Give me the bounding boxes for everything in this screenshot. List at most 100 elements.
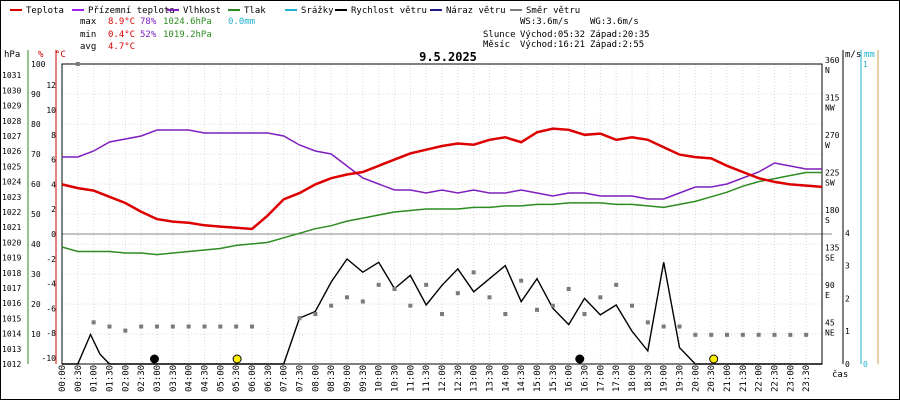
event-marker bbox=[709, 354, 719, 364]
wind-dir-point bbox=[360, 299, 365, 304]
time-tick-label: 12:00 bbox=[438, 365, 448, 392]
pressure-tick-label: 1015 bbox=[2, 314, 21, 323]
wind-dir-point bbox=[709, 332, 714, 337]
legend-label-6: Náraz větru bbox=[446, 6, 506, 16]
time-tick-label: 03:00 bbox=[153, 365, 163, 392]
moon-rise: Východ:16:21 bbox=[520, 40, 585, 50]
humidity-tick-label: 40 bbox=[31, 240, 41, 249]
humidity-tick-label: 20 bbox=[31, 300, 41, 309]
series-humidity-line bbox=[62, 129, 822, 200]
time-tick-label: 11:30 bbox=[422, 365, 432, 392]
pressure-tick-label: 1030 bbox=[2, 86, 21, 95]
pressure-tick-label: 1012 bbox=[2, 360, 21, 369]
wind-dir-point bbox=[186, 324, 191, 329]
temperature-tick-label: -8 bbox=[46, 329, 56, 338]
humidity-tick-label: 100 bbox=[31, 60, 46, 69]
wind-dir-point bbox=[218, 324, 223, 329]
wind-dir-point bbox=[250, 324, 254, 329]
wind-dir-point bbox=[503, 312, 508, 316]
humidity-tick-label: 10 bbox=[31, 330, 41, 339]
time-tick-label: 00:30 bbox=[74, 365, 84, 392]
series-temperature-line bbox=[61, 127, 823, 231]
wind-dir-point bbox=[550, 303, 555, 308]
stat-max-label: max bbox=[80, 17, 97, 27]
temperature-tick-label: 0 bbox=[51, 230, 56, 239]
time-tick-label: 15:30 bbox=[549, 365, 559, 392]
time-tick-label: 10:00 bbox=[375, 365, 385, 392]
time-tick-label: 05:30 bbox=[232, 365, 242, 392]
wind-dir-point bbox=[725, 332, 729, 337]
humidity-tick-label: 50 bbox=[31, 210, 41, 219]
wind-dir-tick-label: 135 bbox=[825, 244, 840, 253]
series-wind-speed-line bbox=[62, 257, 822, 365]
pressure-tick-label: 1019 bbox=[2, 254, 21, 263]
time-tick-label: 20:00 bbox=[691, 365, 701, 392]
legend-label-2: Vlhkost bbox=[183, 6, 221, 16]
wind-dir-tick-label: 90 bbox=[825, 281, 835, 290]
sun-label: Slunce bbox=[483, 30, 516, 40]
humidity-unit: % bbox=[38, 50, 44, 60]
stat-min-press: 1019.2hPa bbox=[163, 30, 212, 40]
humidity-tick-label: 30 bbox=[31, 270, 41, 279]
pressure-tick-label: 1017 bbox=[2, 284, 21, 293]
wind-dir-point bbox=[345, 295, 349, 300]
wind-dir-point bbox=[693, 332, 698, 337]
wind-dir-point bbox=[804, 332, 809, 337]
time-tick-label: 18:30 bbox=[644, 365, 654, 392]
legend-label-1: Přízemní teplota bbox=[88, 6, 175, 16]
wind-dir-tick-dir: W bbox=[825, 141, 830, 150]
pressure-tick-label: 1018 bbox=[2, 269, 21, 278]
time-tick-label: 04:00 bbox=[185, 365, 195, 392]
wind-speed-unit: m/s bbox=[845, 50, 861, 60]
temperature-tick-label: 2 bbox=[51, 205, 56, 214]
temperature-tick-label: -6 bbox=[46, 304, 56, 313]
time-axis-label: čas bbox=[832, 369, 848, 380]
legend-label-4: Srážky bbox=[301, 6, 334, 16]
wind-dir-point bbox=[455, 291, 460, 296]
wind-dir-point bbox=[788, 332, 793, 337]
wind-dir-tick-dir: N bbox=[825, 66, 830, 75]
stat-min-hum: 52% bbox=[140, 30, 157, 40]
pressure-tick-label: 1022 bbox=[2, 208, 21, 217]
chart-title: 9.5.2025 bbox=[419, 50, 477, 64]
time-tick-label: 02:30 bbox=[137, 365, 147, 392]
time-tick-label: 14:00 bbox=[501, 365, 511, 392]
wind-speed-tick-label: 0 bbox=[845, 360, 850, 369]
stat-max-rain: 0.0mm bbox=[228, 17, 255, 27]
stat-min-label: min bbox=[80, 30, 96, 40]
time-tick-label: 10:30 bbox=[391, 365, 401, 392]
wind-ws: WS:3.6m/s bbox=[520, 17, 569, 27]
humidity-tick-label: 80 bbox=[31, 120, 41, 129]
temperature-tick-label: 4 bbox=[51, 180, 56, 189]
time-tick-label: 22:00 bbox=[755, 365, 765, 392]
pressure-unit: hPa bbox=[4, 50, 20, 60]
stat-avg-temp: 4.7°C bbox=[108, 42, 135, 52]
wind-dir-tick-dir: SE bbox=[825, 254, 835, 263]
event-marker bbox=[149, 354, 159, 364]
time-tick-label: 04:30 bbox=[201, 365, 211, 392]
wind-dir-point bbox=[519, 278, 524, 283]
wind-dir-tick-label: 45 bbox=[825, 319, 835, 328]
wind-speed-tick-label: 3 bbox=[845, 262, 850, 271]
pressure-tick-label: 1029 bbox=[2, 102, 21, 111]
pressure-tick-label: 1013 bbox=[2, 345, 21, 354]
wind-dir-point bbox=[566, 287, 571, 291]
pressure-tick-label: 1031 bbox=[2, 71, 21, 80]
wind-dir-point bbox=[408, 303, 413, 308]
wind-dir-point bbox=[487, 295, 492, 300]
wind-speed-tick-label: 4 bbox=[845, 229, 850, 238]
time-tick-label: 05:00 bbox=[216, 365, 226, 392]
wind-dir-point bbox=[376, 282, 381, 287]
wind-dir-point bbox=[424, 282, 429, 287]
time-tick-label: 14:30 bbox=[517, 365, 527, 392]
wind-dir-point bbox=[630, 303, 634, 308]
time-tick-label: 06:00 bbox=[248, 365, 258, 392]
wind-dir-point bbox=[75, 62, 80, 66]
event-marker bbox=[575, 354, 585, 364]
wind-dir-tick-label: 360 bbox=[825, 56, 840, 65]
time-tick-label: 01:00 bbox=[90, 365, 100, 392]
time-tick-label: 08:30 bbox=[327, 365, 337, 392]
wind-dir-tick-label: 225 bbox=[825, 169, 840, 178]
time-tick-label: 07:30 bbox=[296, 365, 306, 392]
stat-max-temp: 8.9°C bbox=[108, 17, 135, 27]
